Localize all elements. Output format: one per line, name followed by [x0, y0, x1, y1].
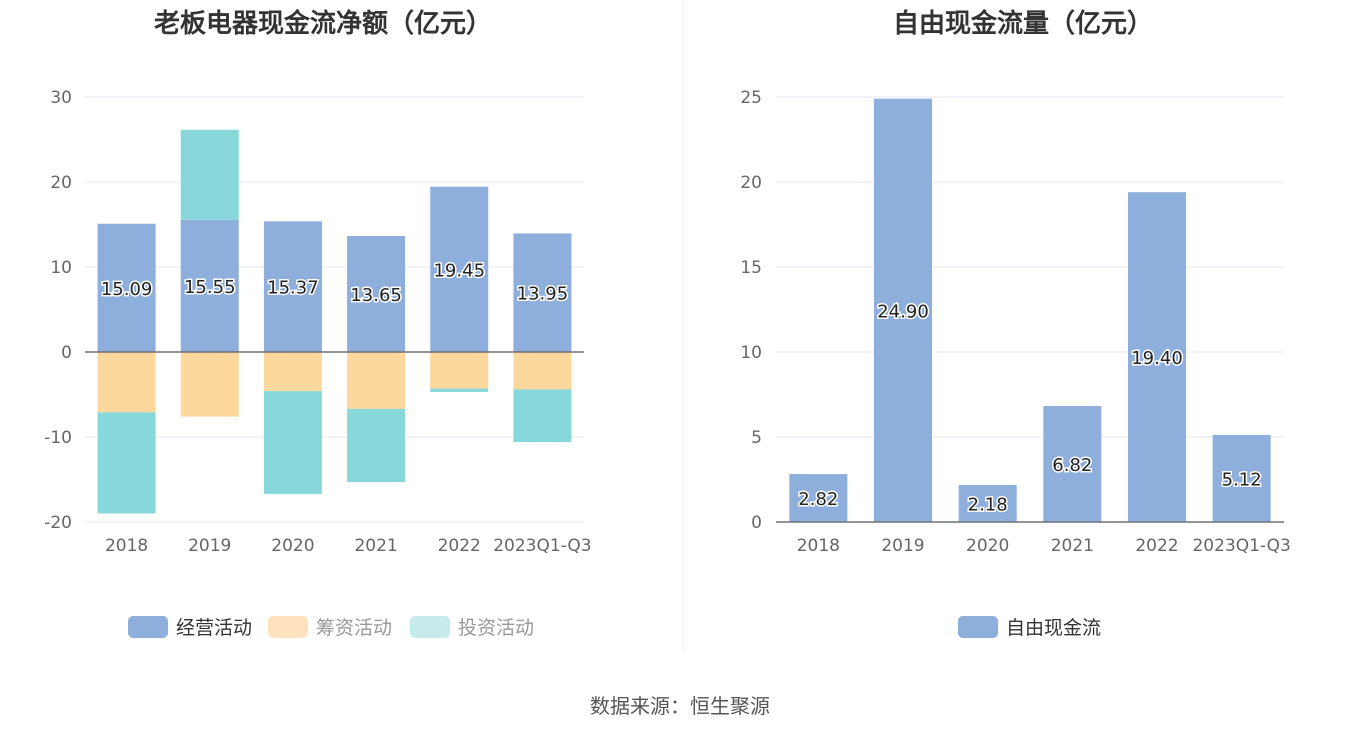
- y-tick-label: -20: [44, 513, 72, 533]
- bar-投资活动-2018: [97, 412, 156, 514]
- bar-筹资活动-2021: [347, 352, 406, 409]
- y-tick-label: 10: [50, 258, 72, 278]
- bar-经营活动-2021: [347, 235, 406, 352]
- x-tick-label: 2019: [881, 536, 924, 556]
- bar-自由现金流-2020: [958, 484, 1017, 522]
- bar-自由现金流-2019: [874, 98, 932, 522]
- legend-swatch[interactable]: [268, 616, 308, 638]
- x-tick-label: 2022: [438, 536, 481, 556]
- bar-筹资活动-2023Q1-Q3: [513, 352, 572, 390]
- data-label: 13.95: [517, 284, 569, 305]
- legend-swatch[interactable]: [958, 616, 998, 638]
- data-label: 15.09: [101, 279, 153, 300]
- y-tick-label: 20: [740, 173, 762, 193]
- bar-经营活动-2023Q1-Q3: [513, 233, 572, 352]
- bar-筹资活动-2018: [97, 352, 156, 413]
- data-source-note: 数据来源：恒生聚源: [590, 694, 770, 718]
- bar-经营活动-2018: [97, 223, 156, 352]
- legend-label[interactable]: 自由现金流: [1006, 617, 1101, 639]
- y-tick-label: 0: [751, 513, 762, 533]
- data-label: 19.45: [433, 260, 485, 281]
- y-tick-label: 30: [50, 88, 72, 108]
- bar-经营活动-2019: [180, 219, 239, 352]
- bar-投资活动-2021: [347, 408, 406, 483]
- data-label: 2.18: [968, 494, 1008, 515]
- x-tick-label: 2023Q1-Q3: [493, 536, 591, 556]
- data-label: 5.12: [1222, 469, 1262, 490]
- data-label: 24.90: [877, 301, 929, 322]
- cash-flow-net-chart: 老板电器现金流净额（亿元） 30 20 10 0 -10 -20 2018 2019 2020 20…: [44, 8, 591, 639]
- data-label: 15.37: [267, 278, 319, 299]
- x-tick-label: 2018: [797, 536, 840, 556]
- data-label: 6.82: [1052, 455, 1092, 476]
- x-tick-label: 2022: [1135, 536, 1178, 556]
- data-label: 19.40: [1131, 348, 1183, 369]
- data-label: 15.55: [184, 277, 236, 298]
- bar-自由现金流-2021: [1043, 406, 1102, 522]
- data-label: 2.82: [798, 489, 838, 510]
- bar-筹资活动-2022: [430, 352, 489, 389]
- bar-投资活动-2019: [180, 129, 239, 220]
- bar-自由现金流-2023Q1-Q3: [1212, 434, 1271, 522]
- y-tick-label: 10: [740, 343, 762, 363]
- bar-自由现金流-2018: [789, 474, 848, 522]
- bar-自由现金流-2022: [1128, 192, 1186, 522]
- y-tick-label: 0: [61, 343, 72, 363]
- legend-label[interactable]: 经营活动: [176, 617, 252, 639]
- y-tick-label: 25: [740, 88, 762, 108]
- x-tick-label: 2023Q1-Q3: [1192, 536, 1290, 556]
- bar-投资活动-2020: [263, 391, 322, 494]
- y-tick-label: -10: [44, 428, 72, 448]
- legend-swatch[interactable]: [410, 616, 450, 638]
- y-tick-label: 5: [751, 428, 762, 448]
- x-tick-label: 2021: [354, 536, 397, 556]
- data-label: 13.65: [350, 285, 402, 306]
- x-tick-label: 2019: [188, 536, 231, 556]
- bar-投资活动-2023Q1-Q3: [513, 389, 572, 443]
- legend-swatch[interactable]: [128, 616, 168, 638]
- bar-筹资活动-2020: [263, 352, 322, 392]
- bar-经营活动-2022: [430, 186, 489, 352]
- bar-投资活动-2022: [430, 388, 489, 392]
- legend-label[interactable]: 筹资活动: [316, 617, 392, 639]
- x-tick-label: 2018: [105, 536, 148, 556]
- chart-title: 老板电器现金流净额（亿元）: [154, 8, 492, 39]
- legend-label[interactable]: 投资活动: [458, 617, 534, 639]
- free-cash-flow-chart: 自由现金流量（亿元） 25 20 15 10 5 0 2018 2019 2020 2021 2022…: [740, 8, 1291, 639]
- y-tick-label: 15: [740, 258, 762, 278]
- bar-经营活动-2020: [263, 221, 322, 352]
- x-tick-label: 2020: [966, 536, 1009, 556]
- bar-筹资活动-2019: [180, 352, 239, 417]
- x-tick-label: 2021: [1051, 536, 1094, 556]
- x-tick-label: 2020: [271, 536, 314, 556]
- chart-title: 自由现金流量（亿元）: [893, 8, 1153, 39]
- y-tick-label: 20: [50, 173, 72, 193]
